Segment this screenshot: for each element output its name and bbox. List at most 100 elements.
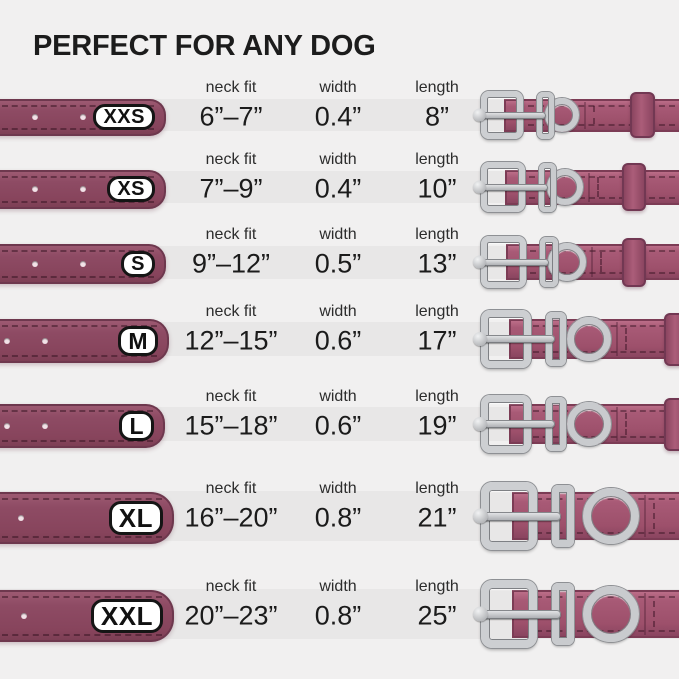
length-value: 21” xyxy=(417,502,457,533)
strap-fold-edge xyxy=(616,407,618,441)
buckle-icon xyxy=(481,236,526,288)
neck-fit-value: 6”–7” xyxy=(199,101,263,132)
stitching xyxy=(625,412,627,436)
stitching xyxy=(593,105,595,125)
metal-keeper-icon xyxy=(552,485,574,547)
column-header-width: width xyxy=(319,480,357,497)
d-ring-icon xyxy=(583,488,639,544)
column-header-length: length xyxy=(415,303,459,320)
strap-fold-edge xyxy=(584,101,586,129)
row-band xyxy=(0,171,679,203)
buckle-prong-icon xyxy=(473,417,555,431)
buckle-prong-icon xyxy=(473,332,555,346)
column-header-width: width xyxy=(319,388,357,405)
column-header-length: length xyxy=(415,480,459,497)
column-header-neck-fit: neck fit xyxy=(205,480,257,497)
row-band xyxy=(0,491,679,541)
strap-fold-edge xyxy=(591,247,593,277)
stitching xyxy=(2,355,157,357)
collar-strap-right xyxy=(504,98,679,132)
stitching xyxy=(2,440,153,442)
column-header-length: length xyxy=(415,79,459,96)
leather-loop xyxy=(622,163,646,211)
stitching xyxy=(653,600,655,628)
width-value: 0.4” xyxy=(314,101,362,132)
size-badge: XXL xyxy=(90,599,163,633)
metal-keeper-icon xyxy=(539,162,556,212)
column-header-length: length xyxy=(415,578,459,595)
prong-ball-icon xyxy=(473,508,488,524)
buckle-icon xyxy=(481,91,523,139)
column-header-neck-fit: neck fit xyxy=(205,226,257,243)
column-header-width: width xyxy=(319,303,357,320)
buckle-icon xyxy=(481,395,531,453)
d-ring-icon xyxy=(548,243,586,281)
length-value: 8” xyxy=(424,101,450,132)
neck-fit-value: 9”–12” xyxy=(191,248,271,279)
collar-hole xyxy=(18,515,24,521)
strap-fold-edge xyxy=(616,322,618,356)
collar-hole xyxy=(4,338,10,344)
neck-fit-value: 12”–15” xyxy=(184,325,278,356)
metal-keeper-icon xyxy=(540,237,558,287)
collar-hole xyxy=(32,186,38,192)
column-header-length: length xyxy=(415,151,459,168)
column-header-neck-fit: neck fit xyxy=(205,303,257,320)
buckle-icon xyxy=(481,162,525,212)
collar-hole xyxy=(32,114,38,120)
stitching xyxy=(2,175,154,178)
column-header-neck-fit: neck fit xyxy=(205,578,257,595)
collar-hole xyxy=(21,613,27,619)
stitching xyxy=(2,104,154,107)
stitching xyxy=(528,104,675,107)
stitching xyxy=(529,175,675,178)
row-band xyxy=(0,99,679,131)
page-title: PERFECT FOR ANY DOG xyxy=(33,30,376,62)
row-band xyxy=(0,245,679,279)
collar-strap-right xyxy=(509,404,679,444)
buckle-prong-icon xyxy=(473,180,548,194)
collar-strap-left: XL xyxy=(0,492,174,544)
width-value: 0.6” xyxy=(314,410,362,441)
stitching xyxy=(600,251,602,273)
row-band xyxy=(0,322,679,356)
stitching xyxy=(533,410,675,412)
stitching xyxy=(536,532,675,534)
leather-loop xyxy=(630,92,655,138)
width-value: 0.5” xyxy=(314,248,362,279)
stitching xyxy=(2,250,154,252)
stitching xyxy=(528,123,675,126)
neck-fit-value: 15”–18” xyxy=(184,410,278,441)
collar-strap-left: XXL xyxy=(0,590,174,642)
size-badge: S xyxy=(121,251,155,277)
stitching xyxy=(530,272,675,274)
strap-fold-edge xyxy=(644,593,646,635)
buckle-prong-icon xyxy=(473,508,561,524)
buckle-prong-icon xyxy=(473,606,561,622)
d-ring-icon xyxy=(567,317,611,361)
stitching xyxy=(2,536,162,538)
collar-strap-left: XXS xyxy=(0,98,166,136)
collar-strap-right xyxy=(512,590,679,638)
stitching xyxy=(533,436,675,438)
prong-ball-icon xyxy=(473,332,487,346)
collar-strap-right xyxy=(509,319,679,359)
column-header-neck-fit: neck fit xyxy=(205,151,257,168)
length-value: 25” xyxy=(417,600,457,631)
leather-loop xyxy=(622,237,646,287)
column-header-width: width xyxy=(319,151,357,168)
collar-hole xyxy=(4,423,10,429)
metal-keeper-icon xyxy=(552,583,574,645)
size-badge: XS xyxy=(107,176,155,202)
stitching xyxy=(2,325,157,327)
d-ring-icon xyxy=(547,169,583,205)
buckle-prong-icon xyxy=(473,108,546,122)
column-header-length: length xyxy=(415,388,459,405)
prong-ball-icon xyxy=(473,108,486,122)
